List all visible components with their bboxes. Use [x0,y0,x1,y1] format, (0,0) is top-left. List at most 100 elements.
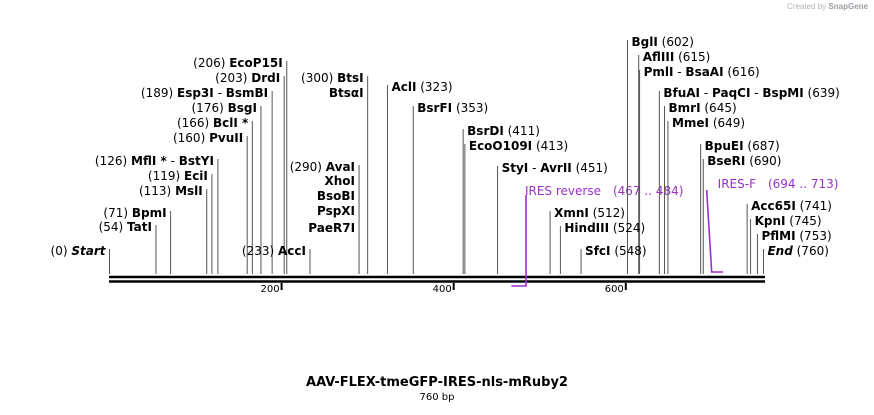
svg-text:(203) DrdI: (203) DrdI [215,71,280,85]
site-pspxi[interactable]: PspXI [317,204,355,218]
site-bts-i[interactable]: BtsαI [329,86,364,100]
site-position: (413) [532,139,568,153]
enzyme-name: AclI [391,80,416,94]
enzyme-name: EcoO109I [469,139,532,153]
enzyme-name: TatI [127,220,152,234]
enzyme-name: BpmI [132,206,167,220]
name-separator: - [528,161,540,175]
site-bgli[interactable]: BglI (602) [632,35,694,49]
site-xmni[interactable]: XmnI (512) [554,206,625,220]
site-drdi[interactable]: (203) DrdI [215,71,280,85]
site-position: (71) [103,206,131,220]
svg-text:BtsαI: BtsαI [329,86,364,100]
site-btsi[interactable]: (300) BtsI [301,71,364,85]
svg-text:PaeR7I: PaeR7I [308,221,355,235]
site-pmli-bsaai[interactable]: PmlI - BsaAI (616) [644,65,760,79]
enzyme-name: End [767,244,793,258]
site-bpmi[interactable]: (71) BpmI [103,206,166,220]
site-esp3i-bsmbi[interactable]: (189) Esp3I - BsmBI [141,86,268,100]
enzyme-name: PaqCI [712,86,750,100]
enzyme-name: DrdI [251,71,280,85]
svg-text:BsrDI (411): BsrDI (411) [467,124,540,138]
svg-text:(160) PvuII: (160) PvuII [173,131,243,145]
site-paer7i[interactable]: PaeR7I [308,221,355,235]
site-bcli[interactable]: (166) BclI * [177,116,249,130]
site-styi-avrii[interactable]: StyI - AvrII (451) [502,161,608,175]
site-tati[interactable]: (54) TatI [99,220,152,234]
site-mmei[interactable]: MmeI (649) [672,116,745,130]
site-bpuei[interactable]: BpuEI (687) [705,139,780,153]
site-position: (206) [193,56,229,70]
site-bsrfi[interactable]: BsrFI (353) [417,101,488,115]
site-position: (353) [452,101,488,115]
site-acli[interactable]: AclI (323) [391,80,452,94]
svg-text:(206) EcoP15I: (206) EcoP15I [193,56,283,70]
enzyme-name: BspMI [762,86,803,100]
enzyme-name: PaeR7I [308,221,355,235]
svg-text:PflMI (753): PflMI (753) [761,229,831,243]
site-lines [109,40,764,274]
site-position: (649) [709,116,745,130]
site-bfuai-paqci-bspmi[interactable]: BfuAI - PaqCI - BspMI (639) [663,86,839,100]
site-ecii[interactable]: (119) EciI [148,169,208,183]
site-bmri[interactable]: BmrI (645) [669,101,737,115]
site-acci[interactable]: (233) AccI [242,244,306,258]
site-ecop15i[interactable]: (206) EcoP15I [193,56,283,70]
enzyme-name: SfcI [585,244,610,258]
site-end[interactable]: End (760) [767,244,828,258]
svg-text:(0) Start: (0) Start [51,244,107,258]
enzyme-name: EcoP15I [229,56,283,70]
enzyme-name: BglI [632,35,658,49]
site-position: (745) [785,214,821,228]
site-bsobi[interactable]: BsoBI [317,189,355,203]
site-pflmi[interactable]: PflMI (753) [761,229,831,243]
enzyme-name: AccI [278,244,306,258]
site-bsrdi[interactable]: BsrDI (411) [467,124,540,138]
site-afliii[interactable]: AflIII (615) [643,50,711,64]
site-pvuii[interactable]: (160) PvuII [173,131,243,145]
site-xhoi[interactable]: XhoI [325,174,356,188]
enzyme-name: KpnI [755,214,786,228]
svg-text:HindIII (524): HindIII (524) [564,221,645,235]
primer-ires-reverse[interactable]: IRES reverse (467 .. 484) [511,184,683,287]
site-bseri[interactable]: BseRI (690) [707,154,781,168]
svg-text:Acc65I (741): Acc65I (741) [751,199,832,213]
enzyme-name: MmeI [672,116,709,130]
site-position: (548) [611,244,647,258]
site-bsgi[interactable]: (176) BsgI [192,101,257,115]
site-position: (233) [242,244,278,258]
svg-text:XhoI: XhoI [325,174,356,188]
primer-range: (467 .. 484) [613,184,683,198]
feature-layer: IRES reverse (467 .. 484) IRES-F (694 .. 71… [511,177,839,287]
snapgene-brand: Created by SnapGene [787,2,868,11]
svg-text:BpuEI (687): BpuEI (687) [705,139,780,153]
tick-label-600: 600 [605,284,624,295]
site-position: (203) [215,71,251,85]
sequence-map: 200 400 600 IRES reverse (467 .. 484) IRES-F… [51,35,840,295]
site-position: (741) [796,199,832,213]
primer-ires-f[interactable]: IRES-F (694 .. 713) [705,177,839,273]
enzyme-name: XmnI [554,206,589,220]
svg-text:BmrI (645): BmrI (645) [669,101,737,115]
enzyme-name: EciI [184,169,208,183]
name-separator: - [673,65,685,79]
site-start[interactable]: (0) Start [51,244,107,258]
svg-text:(300) BtsI: (300) BtsI [301,71,364,85]
site-ecoo109i[interactable]: EcoO109I (413) [469,139,568,153]
site-kpni[interactable]: KpnI (745) [755,214,822,228]
enzyme-name: PvuII [209,131,243,145]
site-position: (176) [192,101,228,115]
site-sfci[interactable]: SfcI (548) [585,244,647,258]
map-title: AAV-FLEX-tmeGFP-IRES-nls-mRuby2 [306,375,568,390]
site-position: (753) [796,229,832,243]
svg-text:(119) EciI: (119) EciI [148,169,208,183]
site-mfli-bstyi[interactable]: (126) MflI * - BstYI [95,154,214,168]
site-avai[interactable]: (290) AvaI [290,160,355,174]
enzyme-name: BpuEI [705,139,744,153]
site-hindiii[interactable]: HindIII (524) [564,221,645,235]
enzyme-name: MslI [175,184,203,198]
svg-text:(126) MflI * - BstYI: (126) MflI * - BstYI [95,154,214,168]
site-acc65i[interactable]: Acc65I (741) [751,199,832,213]
site-msli[interactable]: (113) MslI [139,184,203,198]
site-position: (615) [674,50,710,64]
